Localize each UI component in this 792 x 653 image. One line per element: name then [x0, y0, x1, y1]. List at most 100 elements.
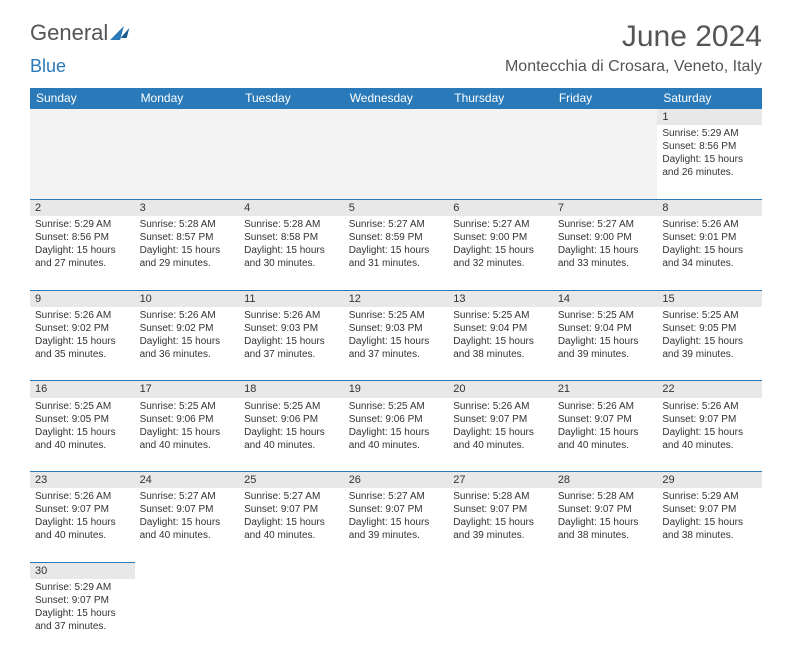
daylight-text: Daylight: 15 hours and 38 minutes.	[558, 516, 653, 542]
location-subtitle: Montecchia di Crosara, Veneto, Italy	[505, 58, 762, 76]
day-number-cell: 29	[657, 472, 762, 489]
sunrise-text: Sunrise: 5:25 AM	[453, 309, 548, 322]
daylight-text: Daylight: 15 hours and 40 minutes.	[349, 426, 444, 452]
sunset-text: Sunset: 9:01 PM	[662, 231, 757, 244]
weekday-header: Monday	[135, 88, 240, 109]
daylight-text: Daylight: 15 hours and 39 minutes.	[453, 516, 548, 542]
day-number-cell: 10	[135, 290, 240, 307]
day-content-cell	[135, 579, 240, 653]
day-number-cell: 5	[344, 199, 449, 216]
daylight-text: Daylight: 15 hours and 36 minutes.	[140, 335, 235, 361]
day-content-cell: Sunrise: 5:26 AMSunset: 9:07 PMDaylight:…	[553, 398, 658, 472]
daylight-text: Daylight: 15 hours and 39 minutes.	[349, 516, 444, 542]
sunrise-text: Sunrise: 5:27 AM	[140, 490, 235, 503]
sunrise-text: Sunrise: 5:25 AM	[349, 400, 444, 413]
weekday-header: Wednesday	[344, 88, 449, 109]
day-content-cell	[448, 125, 553, 199]
daylight-text: Daylight: 15 hours and 40 minutes.	[244, 426, 339, 452]
sunset-text: Sunset: 9:07 PM	[35, 503, 130, 516]
header: General June 2024 Montecchia di Crosara,…	[30, 20, 762, 76]
daylight-text: Daylight: 15 hours and 39 minutes.	[662, 335, 757, 361]
day-number-cell: 1	[657, 109, 762, 126]
weekday-header: Thursday	[448, 88, 553, 109]
sunset-text: Sunset: 9:04 PM	[453, 322, 548, 335]
sunrise-text: Sunrise: 5:26 AM	[453, 400, 548, 413]
day-number-cell: 13	[448, 290, 553, 307]
day-content-cell: Sunrise: 5:28 AMSunset: 9:07 PMDaylight:…	[553, 488, 658, 562]
sunset-text: Sunset: 9:02 PM	[140, 322, 235, 335]
sunrise-text: Sunrise: 5:29 AM	[662, 127, 757, 140]
weekday-header: Saturday	[657, 88, 762, 109]
daylight-text: Daylight: 15 hours and 37 minutes.	[349, 335, 444, 361]
day-number-cell	[135, 109, 240, 126]
day-content-cell	[553, 125, 658, 199]
daylight-text: Daylight: 15 hours and 34 minutes.	[662, 244, 757, 270]
daylight-text: Daylight: 15 hours and 40 minutes.	[558, 426, 653, 452]
sunrise-text: Sunrise: 5:26 AM	[140, 309, 235, 322]
day-number-cell: 19	[344, 381, 449, 398]
day-number-cell	[30, 109, 135, 126]
title-block: June 2024 Montecchia di Crosara, Veneto,…	[505, 20, 762, 76]
day-number-cell: 12	[344, 290, 449, 307]
daynum-row: 2345678	[30, 199, 762, 216]
sunset-text: Sunset: 9:06 PM	[349, 413, 444, 426]
daylight-text: Daylight: 15 hours and 40 minutes.	[140, 426, 235, 452]
day-content-cell	[239, 125, 344, 199]
day-number-cell	[239, 109, 344, 126]
daylight-text: Daylight: 15 hours and 40 minutes.	[662, 426, 757, 452]
day-content-cell: Sunrise: 5:26 AMSunset: 9:03 PMDaylight:…	[239, 307, 344, 381]
day-content-cell: Sunrise: 5:25 AMSunset: 9:05 PMDaylight:…	[657, 307, 762, 381]
day-content-cell: Sunrise: 5:25 AMSunset: 9:04 PMDaylight:…	[553, 307, 658, 381]
day-number-cell: 2	[30, 199, 135, 216]
day-content-cell: Sunrise: 5:27 AMSunset: 9:00 PMDaylight:…	[448, 216, 553, 290]
daynum-row: 9101112131415	[30, 290, 762, 307]
day-content-cell: Sunrise: 5:27 AMSunset: 8:59 PMDaylight:…	[344, 216, 449, 290]
calendar-table: Sunday Monday Tuesday Wednesday Thursday…	[30, 88, 762, 653]
day-number-cell	[448, 562, 553, 579]
logo-sail-icon-2	[121, 28, 130, 38]
month-title: June 2024	[505, 20, 762, 54]
sunset-text: Sunset: 8:56 PM	[35, 231, 130, 244]
day-number-cell: 26	[344, 472, 449, 489]
daylight-text: Daylight: 15 hours and 40 minutes.	[35, 516, 130, 542]
logo: General	[30, 20, 128, 46]
sunrise-text: Sunrise: 5:27 AM	[453, 218, 548, 231]
daylight-text: Daylight: 15 hours and 35 minutes.	[35, 335, 130, 361]
sunset-text: Sunset: 9:02 PM	[35, 322, 130, 335]
sunrise-text: Sunrise: 5:26 AM	[662, 218, 757, 231]
day-number-cell: 22	[657, 381, 762, 398]
sunset-text: Sunset: 9:07 PM	[453, 413, 548, 426]
daynum-row: 23242526272829	[30, 472, 762, 489]
sunrise-text: Sunrise: 5:27 AM	[349, 490, 444, 503]
sunset-text: Sunset: 9:03 PM	[244, 322, 339, 335]
day-number-cell	[657, 562, 762, 579]
day-number-cell: 15	[657, 290, 762, 307]
day-number-cell: 14	[553, 290, 658, 307]
day-number-cell: 17	[135, 381, 240, 398]
sunset-text: Sunset: 9:07 PM	[662, 413, 757, 426]
sunrise-text: Sunrise: 5:27 AM	[349, 218, 444, 231]
daylight-text: Daylight: 15 hours and 29 minutes.	[140, 244, 235, 270]
sunrise-text: Sunrise: 5:27 AM	[244, 490, 339, 503]
sunrise-text: Sunrise: 5:25 AM	[140, 400, 235, 413]
day-content-cell: Sunrise: 5:26 AMSunset: 9:07 PMDaylight:…	[657, 398, 762, 472]
day-number-cell: 6	[448, 199, 553, 216]
day-content-cell: Sunrise: 5:25 AMSunset: 9:04 PMDaylight:…	[448, 307, 553, 381]
day-content-cell: Sunrise: 5:27 AMSunset: 9:07 PMDaylight:…	[135, 488, 240, 562]
sunset-text: Sunset: 8:56 PM	[662, 140, 757, 153]
day-content-cell	[344, 125, 449, 199]
content-row: Sunrise: 5:25 AMSunset: 9:05 PMDaylight:…	[30, 398, 762, 472]
day-content-cell: Sunrise: 5:28 AMSunset: 8:58 PMDaylight:…	[239, 216, 344, 290]
day-number-cell: 20	[448, 381, 553, 398]
day-content-cell	[657, 579, 762, 653]
sunrise-text: Sunrise: 5:25 AM	[35, 400, 130, 413]
day-number-cell: 23	[30, 472, 135, 489]
sunrise-text: Sunrise: 5:28 AM	[140, 218, 235, 231]
sunset-text: Sunset: 9:00 PM	[453, 231, 548, 244]
daylight-text: Daylight: 15 hours and 32 minutes.	[453, 244, 548, 270]
day-number-cell: 9	[30, 290, 135, 307]
sunset-text: Sunset: 9:07 PM	[244, 503, 339, 516]
sunrise-text: Sunrise: 5:28 AM	[558, 490, 653, 503]
sunrise-text: Sunrise: 5:28 AM	[244, 218, 339, 231]
daylight-text: Daylight: 15 hours and 27 minutes.	[35, 244, 130, 270]
